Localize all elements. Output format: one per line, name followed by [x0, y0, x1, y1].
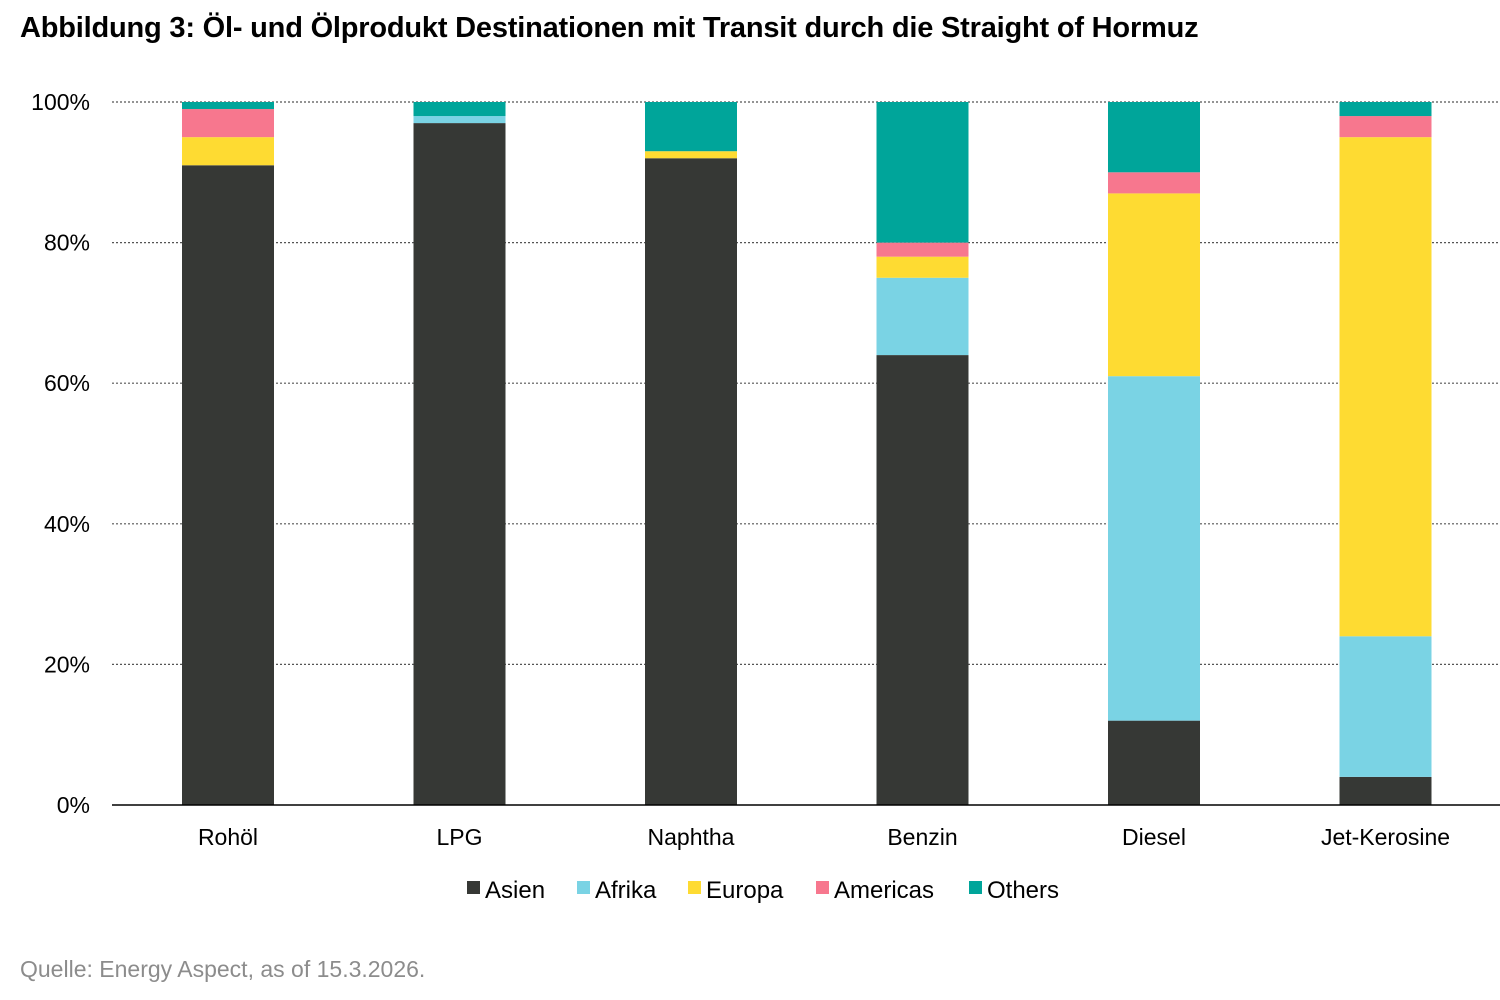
legend-swatch-others: [969, 881, 982, 894]
bar-segment-others: [1339, 102, 1432, 117]
bar-segment-others: [645, 102, 737, 152]
bar-segment-americas: [1339, 116, 1432, 138]
source-note: Quelle: Energy Aspect, as of 15.3.2026.: [20, 956, 426, 982]
bar-segment-americas: [876, 242, 969, 257]
x-axis: Rohöl LPG Naphtha Benzin Diesel Jet-Kerosine: [112, 804, 1500, 850]
x-tick-label: LPG: [436, 824, 482, 850]
bar-segment-others: [182, 102, 274, 110]
x-tick-label: Benzin: [887, 824, 957, 850]
bar-segment-asien: [182, 165, 274, 805]
y-tick-label: 80%: [44, 230, 90, 256]
gridlines: [112, 101, 1500, 666]
legend-swatch-afrika: [577, 881, 590, 894]
x-tick-label: Diesel: [1122, 824, 1186, 850]
bar-segment-others: [1108, 102, 1200, 173]
bar-segment-others: [876, 102, 969, 243]
bar-segment-europa: [1108, 193, 1200, 377]
bar-segment-europa: [645, 151, 737, 159]
y-axis: 0% 20% 40% 60% 80% 100%: [31, 89, 90, 818]
bar-segment-others: [413, 102, 506, 117]
legend-swatch-europa: [688, 881, 701, 894]
y-tick-label: 40%: [44, 511, 90, 537]
x-tick-label: Rohöl: [198, 824, 258, 850]
bar-segment-asien: [1339, 776, 1432, 805]
y-tick-label: 100%: [31, 89, 90, 115]
legend-label: Afrika: [595, 877, 657, 904]
legend-label: Asien: [485, 877, 545, 904]
bar-segment-asien: [413, 123, 506, 806]
bar-segment-asien: [645, 158, 737, 806]
stacked-bar-chart: 0% 20% 40% 60% 80% 100% Rohöl LPG Naphtha Benzin…: [31, 89, 1500, 904]
bar-segment-europa: [182, 137, 274, 166]
bars: [182, 102, 1432, 806]
bar-segment-asien: [876, 355, 969, 805]
legend-label: Others: [987, 877, 1059, 904]
x-tick-label: Jet-Kerosine: [1321, 824, 1450, 850]
legend-swatch-americas: [816, 881, 829, 894]
bar-segment-americas: [182, 109, 274, 138]
bar-segment-asien: [1108, 720, 1200, 805]
bar-segment-afrika: [413, 116, 506, 124]
bar-segment-afrika: [1339, 636, 1432, 777]
y-tick-label: 60%: [44, 370, 90, 396]
bar-segment-afrika: [1108, 376, 1200, 721]
legend-swatch-asien: [467, 881, 480, 894]
bar-segment-europa: [876, 256, 969, 278]
bar-segment-americas: [1108, 172, 1200, 194]
legend: Asien Afrika Europa Americas Others: [467, 877, 1059, 904]
y-tick-label: 0%: [57, 792, 90, 818]
legend-label: Americas: [834, 877, 934, 904]
bar-segment-afrika: [876, 277, 969, 356]
bar-segment-europa: [1339, 137, 1432, 637]
x-tick-label: Naphtha: [648, 824, 735, 850]
legend-label: Europa: [706, 877, 784, 904]
chart-title: Abbildung 3: Öl- und Ölprodukt Destinati…: [20, 12, 1199, 44]
y-tick-label: 20%: [44, 651, 90, 677]
